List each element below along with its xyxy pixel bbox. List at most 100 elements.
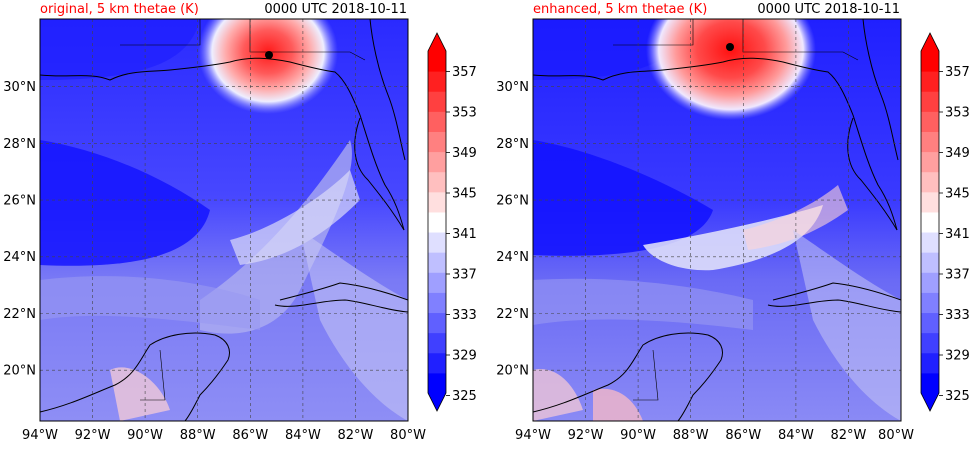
colorbar-segment bbox=[921, 232, 939, 253]
gridlines bbox=[40, 19, 408, 421]
lon-tick-label: 90°W bbox=[620, 428, 656, 443]
lon-tick-label: 90°W bbox=[127, 428, 163, 443]
colorbar-tick-label: 325 bbox=[945, 389, 970, 404]
colorbar-segment bbox=[921, 292, 939, 314]
colorbar-segment bbox=[921, 151, 939, 173]
panel-title: original, 5 km thetae (K) bbox=[40, 2, 199, 17]
lon-tick-label: 92°W bbox=[75, 428, 111, 443]
colorbar-tick-label: 325 bbox=[452, 389, 477, 404]
gridlines bbox=[533, 19, 901, 421]
colorbar-segment bbox=[428, 332, 446, 354]
colorbar-segment bbox=[921, 312, 939, 334]
colorbar-segment bbox=[428, 352, 446, 374]
lat-tick-label: 30°N bbox=[3, 80, 36, 95]
colorbar-tick-label: 337 bbox=[945, 268, 970, 283]
lon-axis: 94°W 92°W 90°W 88°W 86°W 84°W 82°W 80°W bbox=[22, 428, 426, 443]
us-gulf-coastline bbox=[40, 57, 405, 231]
lon-tick-label: 88°W bbox=[180, 428, 216, 443]
lon-tick-label: 86°W bbox=[725, 428, 761, 443]
map-figure: 20°N 22°N 24°N 26°N 28°N 30°N 94°W 92°W … bbox=[496, 18, 970, 443]
hurricane-core bbox=[198, 19, 338, 114]
colorbar-segment bbox=[428, 111, 446, 132]
colorbar-tick-label: 349 bbox=[945, 146, 970, 161]
colorbar-tick-label: 341 bbox=[945, 227, 970, 242]
storm-center-marker bbox=[726, 43, 734, 51]
colorbar-segment bbox=[428, 372, 446, 394]
map-field bbox=[533, 19, 901, 421]
panel-original: original, 5 km thetae (K) 0000 UTC 2018-… bbox=[3, 2, 477, 443]
colorbar-segment bbox=[921, 252, 939, 273]
colorbar: 325 329 333 337 341 345 349 353 357 bbox=[920, 32, 970, 412]
colorbar-segment bbox=[921, 352, 939, 374]
yucatan-coastline bbox=[40, 332, 230, 421]
lat-tick-label: 26°N bbox=[496, 194, 529, 209]
colorbar-segment bbox=[428, 171, 446, 193]
lat-tick-label: 24°N bbox=[3, 250, 36, 265]
colorbar-segment bbox=[428, 272, 446, 293]
colorbar-segment bbox=[428, 51, 446, 72]
colorbar-tick-label: 333 bbox=[452, 308, 477, 323]
colorbar-segment bbox=[428, 252, 446, 273]
lon-tick-label: 92°W bbox=[568, 428, 604, 443]
lon-tick-label: 82°W bbox=[337, 428, 373, 443]
colorbar-max-extension bbox=[428, 33, 446, 51]
us-gulf-coastline bbox=[533, 57, 898, 231]
panel-enhanced: enhanced, 5 km thetae (K) 0000 UTC 2018-… bbox=[493, 0, 972, 449]
colorbar-segment bbox=[428, 312, 446, 334]
lat-tick-label: 22°N bbox=[3, 307, 36, 322]
storm-center-marker bbox=[265, 51, 273, 59]
colorbar: 325 329 333 337 341 345 349 353 357 bbox=[427, 32, 477, 412]
lat-tick-label: 20°N bbox=[3, 364, 36, 379]
colorbar-segment bbox=[921, 272, 939, 293]
colorbar-tick-label: 345 bbox=[452, 187, 477, 202]
map-figure: 20°N 22°N 24°N 26°N 28°N 30°N 94°W 92°W … bbox=[3, 18, 477, 443]
colorbar-tick-label: 329 bbox=[452, 349, 477, 364]
colorbar-segment bbox=[428, 71, 446, 92]
cuba-coastline bbox=[772, 282, 901, 301]
us-atlantic-coastline bbox=[862, 19, 899, 161]
colorbar-segment bbox=[921, 71, 939, 92]
colorbar-segment bbox=[428, 91, 446, 112]
lon-tick-label: 84°W bbox=[778, 428, 814, 443]
colorbar-tick-label: 357 bbox=[945, 65, 970, 80]
map-frame bbox=[532, 18, 902, 422]
lat-axis: 20°N 22°N 24°N 26°N 28°N 30°N bbox=[496, 80, 529, 379]
yucatan-coastline bbox=[533, 332, 723, 421]
lon-tick-label: 82°W bbox=[830, 428, 866, 443]
map-field bbox=[40, 19, 408, 421]
panel-title: enhanced, 5 km thetae (K) bbox=[533, 2, 708, 17]
colorbar-segment bbox=[921, 191, 939, 213]
lat-tick-label: 28°N bbox=[3, 137, 36, 152]
lon-tick-label: 80°W bbox=[390, 428, 426, 443]
colorbar-tick-label: 349 bbox=[452, 146, 477, 161]
colorbar-segment bbox=[921, 171, 939, 193]
lon-axis: 94°W 92°W 90°W 88°W 86°W 84°W 82°W 80°W bbox=[515, 428, 914, 443]
colorbar-outline bbox=[427, 32, 447, 412]
lon-tick-label: 88°W bbox=[673, 428, 709, 443]
colorbar-tick-label: 341 bbox=[452, 227, 477, 242]
colorbar-max-extension bbox=[921, 33, 939, 51]
colorbar-tick-label: 357 bbox=[452, 65, 477, 80]
lon-tick-label: 80°W bbox=[878, 428, 914, 443]
colorbar-segment bbox=[921, 211, 939, 233]
colorbar-tick-label: 333 bbox=[945, 308, 970, 323]
colorbar-outline bbox=[920, 32, 940, 412]
colorbar-min-extension bbox=[921, 393, 939, 411]
colorbar-segment bbox=[921, 372, 939, 394]
cuba-coastline bbox=[279, 282, 408, 301]
lon-tick-label: 84°W bbox=[285, 428, 321, 443]
colorbar-tick-label: 353 bbox=[945, 106, 970, 121]
lat-tick-label: 28°N bbox=[496, 137, 529, 152]
panel-time-label: 0000 UTC 2018-10-11 bbox=[757, 2, 900, 17]
panel-time-label: 0000 UTC 2018-10-11 bbox=[264, 2, 407, 17]
colorbar-segment bbox=[921, 131, 939, 153]
lat-tick-label: 22°N bbox=[496, 307, 529, 322]
colorbar-segment bbox=[428, 292, 446, 314]
lon-tick-label: 94°W bbox=[22, 428, 58, 443]
colorbar-segment bbox=[428, 191, 446, 213]
map-frame bbox=[39, 18, 409, 422]
colorbar-segment bbox=[428, 151, 446, 173]
lat-tick-label: 24°N bbox=[496, 250, 529, 265]
lat-tick-label: 30°N bbox=[496, 80, 529, 95]
colorbar-segment bbox=[428, 232, 446, 253]
